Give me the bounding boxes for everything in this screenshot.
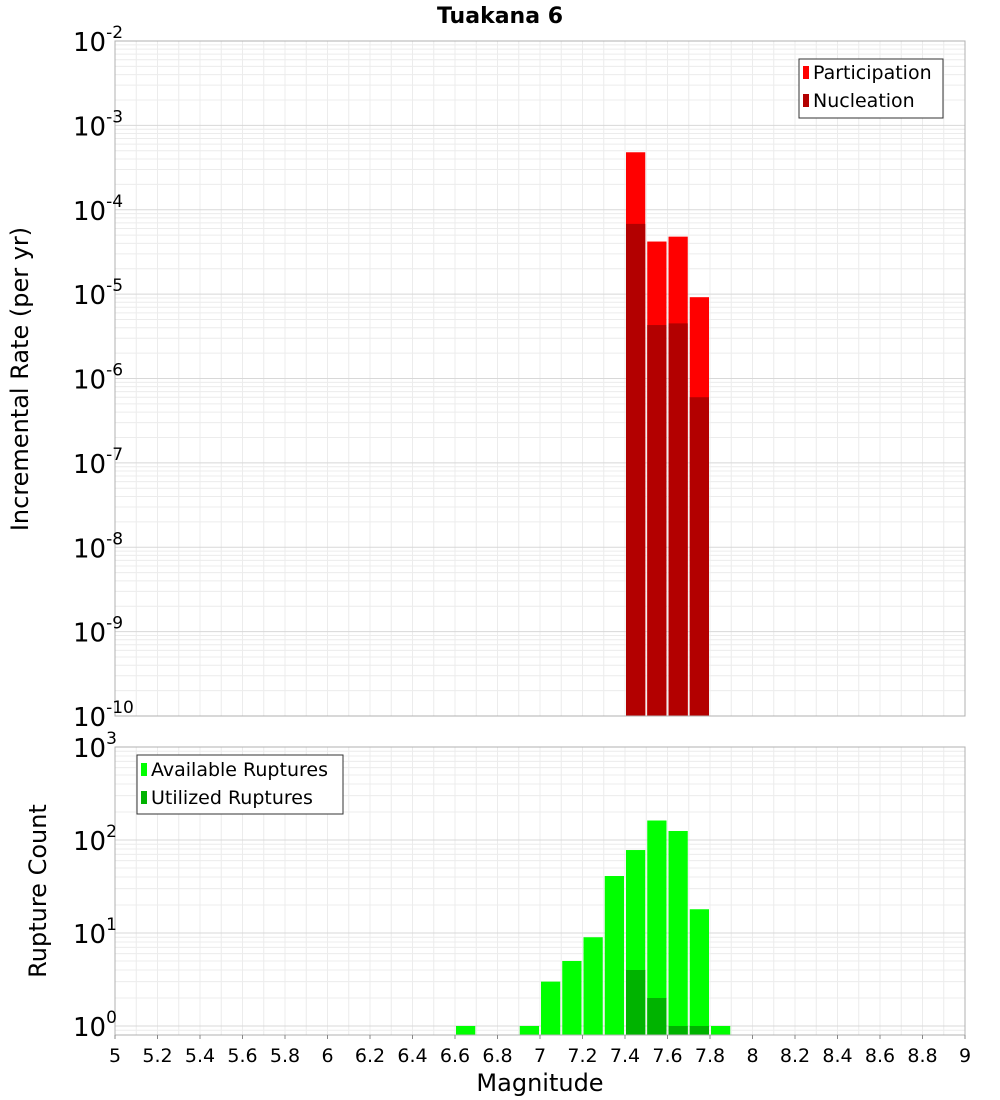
- rate-y-ticks: 10-10 10-9 10-8 10-7 10-6 10-5 10-4 10-3 10-2: [73, 23, 134, 733]
- utilized-ruptures-bar: [668, 1025, 688, 1035]
- y-tick-label: 10-9: [73, 614, 123, 649]
- x-tick-label: 8.4: [822, 1045, 852, 1067]
- chart-title: Tuakana 6: [437, 4, 563, 29]
- count-legend-box: [136, 754, 344, 815]
- count-panel: 100 101 102 103 5 5.2 5.4 5.6 5.8 6 6.2 6.4 6.6 6.8 7…: [24, 729, 971, 1097]
- available-ruptures-bar: [604, 876, 624, 1035]
- utilized-ruptures-bar: [689, 1025, 709, 1035]
- x-tick-label: 6.4: [397, 1045, 427, 1067]
- x-tick-label: 5.4: [185, 1045, 215, 1067]
- nucleation-legend-label: Nucleation: [813, 90, 915, 112]
- x-tick-label: 5.6: [227, 1045, 257, 1067]
- y-tick-label: 10-2: [73, 23, 123, 58]
- rate-panel: 10-10 10-9 10-8 10-7 10-6 10-5 10-4 10-3 10-2 In…: [6, 23, 966, 733]
- x-tick-label: 8: [746, 1045, 758, 1067]
- available-ruptures-bar: [711, 1025, 731, 1035]
- utilized-ruptures-bar: [626, 969, 646, 1035]
- rate-grid: [115, 41, 965, 716]
- rate-legend: Participation Nucleation: [798, 58, 944, 119]
- available-ruptures-bar: [519, 1025, 539, 1035]
- y-tick-label: 10-5: [73, 276, 123, 311]
- rate-bars: [626, 152, 709, 717]
- y-tick-label: 10-7: [73, 445, 123, 480]
- available-ruptures-bar: [668, 830, 688, 1035]
- x-tick-label: 5.2: [142, 1045, 172, 1067]
- x-ticks: 5 5.2 5.4 5.6 5.8 6 6.2 6.4 6.6 6.8 7 7.2 7.4 7.6 7.8 8…: [109, 1035, 971, 1067]
- y-tick-label: 10-8: [73, 529, 123, 564]
- count-y-ticks: 100 101 102 103: [73, 729, 117, 1043]
- x-tick-label: 7.2: [567, 1045, 597, 1067]
- y-tick-label: 10-4: [73, 192, 123, 227]
- nucleation-bar: [668, 323, 688, 716]
- rate-legend-box: [798, 58, 944, 119]
- x-tick-label: 6: [321, 1045, 333, 1067]
- y-tick-label: 100: [73, 1008, 117, 1043]
- x-tick-label: 6.2: [355, 1045, 385, 1067]
- nucleation-bar: [689, 397, 709, 716]
- available-ruptures-bar: [541, 981, 561, 1035]
- utilized-swatch: [141, 791, 147, 804]
- x-tick-label: 8.2: [780, 1045, 810, 1067]
- count-y-axis-label: Rupture Count: [24, 804, 52, 978]
- y-tick-label: 10-6: [73, 361, 123, 396]
- y-tick-label: 10-3: [73, 107, 123, 142]
- available-legend-label: Available Ruptures: [151, 759, 328, 781]
- nucleation-swatch: [803, 94, 809, 107]
- x-tick-label: 7.6: [652, 1045, 682, 1067]
- y-tick-label: 10-10: [73, 698, 134, 733]
- available-ruptures-bar: [562, 960, 582, 1035]
- x-tick-label: 9: [959, 1045, 971, 1067]
- x-tick-label: 5: [109, 1045, 121, 1067]
- x-tick-label: 8.6: [865, 1045, 895, 1067]
- utilized-ruptures-bar: [647, 997, 667, 1035]
- count-legend: Available Ruptures Utilized Ruptures: [136, 754, 344, 815]
- available-swatch: [141, 763, 147, 776]
- x-tick-label: 7: [534, 1045, 546, 1067]
- available-ruptures-bar: [456, 1025, 476, 1035]
- x-tick-label: 7.4: [610, 1045, 640, 1067]
- y-tick-label: 101: [73, 915, 117, 950]
- x-axis-label: Magnitude: [476, 1069, 603, 1097]
- nucleation-bar: [647, 325, 667, 716]
- nucleation-bar: [626, 223, 646, 716]
- y-tick-label: 102: [73, 822, 117, 857]
- rate-y-axis-label: Incremental Rate (per yr): [6, 227, 34, 531]
- available-ruptures-bar: [647, 820, 667, 1035]
- available-ruptures-bar: [689, 909, 709, 1035]
- utilized-legend-label: Utilized Ruptures: [151, 787, 313, 809]
- rate-plot-border: [114, 40, 966, 717]
- x-tick-label: 6.6: [440, 1045, 470, 1067]
- participation-legend-label: Participation: [813, 62, 932, 84]
- participation-swatch: [803, 66, 809, 79]
- x-tick-label: 6.8: [482, 1045, 512, 1067]
- x-tick-label: 8.8: [907, 1045, 937, 1067]
- available-ruptures-bar: [583, 937, 603, 1035]
- x-tick-label: 7.8: [695, 1045, 725, 1067]
- x-tick-label: 5.8: [270, 1045, 300, 1067]
- count-bars: [456, 820, 731, 1035]
- y-tick-label: 103: [73, 729, 117, 764]
